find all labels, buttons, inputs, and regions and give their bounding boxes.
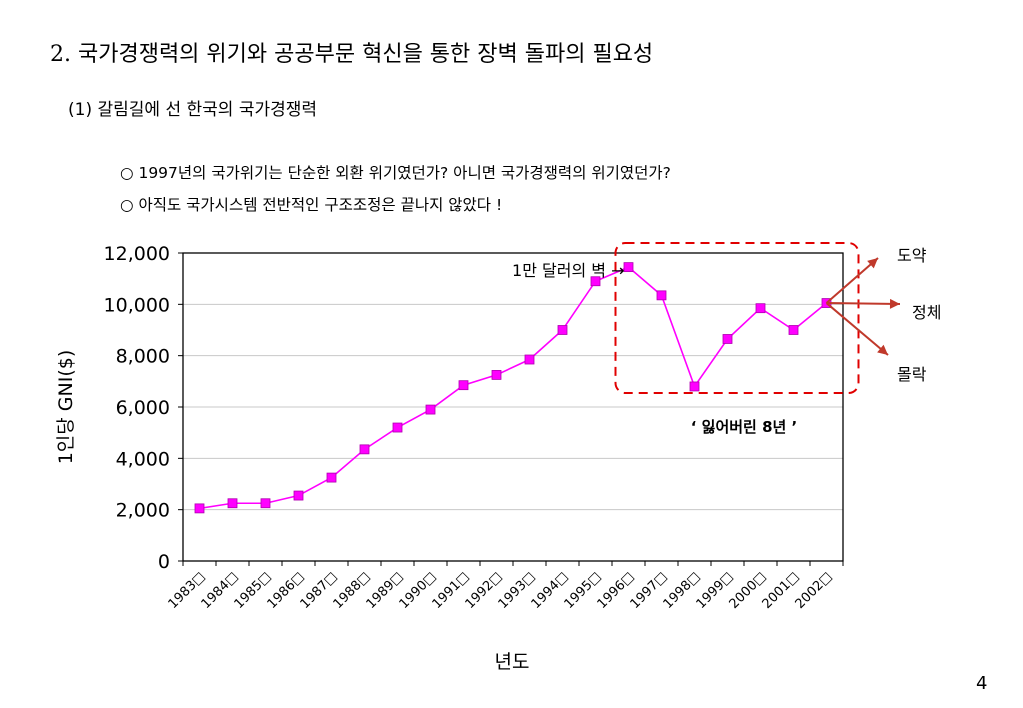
data-point — [656, 290, 667, 301]
outcome-leap-label: 도약 — [897, 246, 927, 265]
x-axis-title: 년도 — [495, 651, 530, 673]
page-number: 4 — [976, 673, 988, 694]
data-point — [293, 490, 304, 501]
data-point — [590, 276, 601, 287]
lost-years-annotation: ‘ 잃어버린 8년 ’ — [691, 418, 798, 436]
x-tick-label: 2002□ — [793, 569, 836, 612]
data-point — [755, 303, 766, 314]
outcome-arrows — [825, 257, 901, 356]
data-point — [359, 444, 370, 455]
data-point — [623, 262, 634, 273]
outcome-arrow — [825, 257, 879, 304]
y-tick-label: 2,000 — [116, 500, 170, 522]
outcome-decline-label: 몰락 — [897, 365, 927, 384]
data-point — [425, 404, 436, 415]
arrowhead — [889, 298, 900, 309]
data-point — [491, 370, 502, 380]
y-axis-title: 1인당 GNI($) — [55, 350, 77, 465]
slide-title: 2. 국가경쟁력의 위기와 공공부문 혁신을 통한 장벽 돌파의 필요성 — [50, 42, 654, 67]
series-line — [199, 266, 828, 510]
y-tick-label: 6,000 — [116, 397, 170, 419]
arrowhead — [867, 258, 878, 269]
outcome-stagnation-label: 정체 — [912, 303, 941, 322]
data-point — [194, 503, 205, 514]
y-tick-label: 8,000 — [116, 346, 170, 368]
x-axis-ticks: 1983□1984□1985□1986□1987□1988□1989□1990□… — [166, 561, 844, 612]
y-tick-label: 10,000 — [104, 294, 170, 316]
arrowhead — [877, 344, 888, 355]
data-point — [392, 422, 403, 433]
data-point — [326, 472, 337, 483]
bullet-item: ○ 아직도 국가시스템 전반적인 구조조정은 끝나지 않았다 ! — [120, 196, 503, 214]
y-tick-label: 4,000 — [116, 448, 170, 470]
data-point — [524, 354, 535, 365]
data-point — [458, 380, 469, 391]
slide-subtitle: (1) 갈림길에 선 한국의 국가경쟁력 — [68, 100, 318, 120]
lost-years-highlight-box — [614, 242, 860, 394]
data-point — [557, 325, 568, 335]
bullet-item: ○ 1997년의 국가위기는 단순한 외환 위기였던가? 아니면 국가경쟁력의 … — [120, 164, 671, 182]
y-axis-ticks: 0 2,000 4,000 6,000 8,000 10,000 12,000 — [104, 243, 183, 573]
series-markers — [194, 262, 832, 514]
grid-lines — [183, 303, 843, 511]
outcome-arrow — [825, 302, 889, 356]
y-tick-label: 12,000 — [104, 243, 170, 265]
data-point — [689, 381, 700, 392]
outcome-arrow — [826, 302, 901, 305]
wall-annotation: 1만 달러의 벽 → — [512, 261, 624, 280]
data-point — [227, 498, 238, 509]
y-tick-label: 0 — [158, 551, 170, 573]
data-point — [260, 498, 271, 509]
data-point — [722, 334, 733, 344]
data-point — [788, 325, 799, 335]
